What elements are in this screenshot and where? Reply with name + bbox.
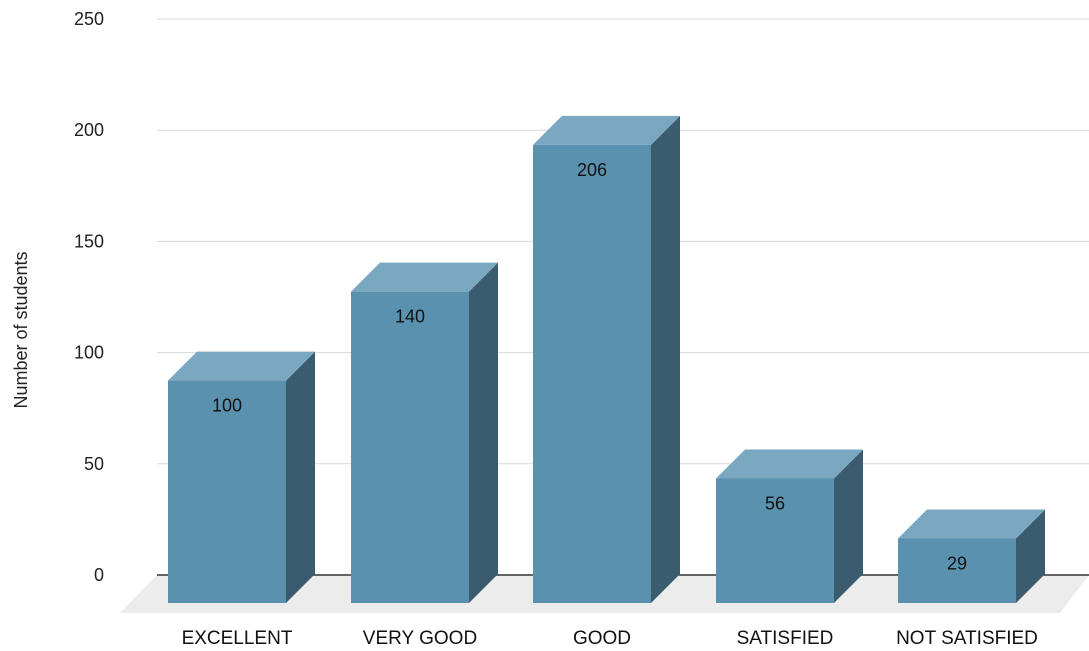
bar-top bbox=[533, 115, 680, 145]
x-tick-label: SATISFIED bbox=[737, 628, 834, 649]
data-label: 100 bbox=[212, 396, 242, 416]
bar-side bbox=[286, 351, 315, 603]
x-tick-label: VERY GOOD bbox=[363, 628, 477, 649]
data-label: 140 bbox=[395, 307, 425, 327]
data-label: 29 bbox=[947, 554, 967, 574]
bar: 100 bbox=[168, 351, 315, 603]
bar: 56 bbox=[716, 449, 863, 603]
bar: 29 bbox=[898, 509, 1045, 603]
bar-side bbox=[469, 262, 498, 603]
bar-side bbox=[1016, 509, 1045, 603]
bar-top bbox=[716, 449, 863, 479]
y-tick-label: 150 bbox=[74, 231, 104, 251]
y-tick-label: 0 bbox=[94, 565, 104, 585]
bar-side bbox=[834, 449, 863, 603]
bar-side bbox=[651, 115, 680, 603]
bar-front bbox=[351, 291, 469, 603]
bar: 140 bbox=[351, 262, 498, 603]
y-tick-label: 250 bbox=[74, 9, 104, 29]
y-tick-label: 100 bbox=[74, 343, 104, 363]
bar-top bbox=[898, 509, 1045, 539]
bar-front bbox=[533, 144, 651, 603]
bar: 206 bbox=[533, 115, 680, 603]
data-label: 56 bbox=[765, 493, 785, 513]
x-tick-label: GOOD bbox=[573, 628, 631, 649]
y-tick-label: 50 bbox=[84, 454, 104, 474]
x-tick-label: EXCELLENT bbox=[182, 628, 293, 649]
bar-front bbox=[716, 478, 834, 603]
y-tick-label: 200 bbox=[74, 120, 104, 140]
bar-front bbox=[168, 380, 286, 603]
y-axis-label: Number of students bbox=[11, 251, 31, 408]
bar-top bbox=[351, 262, 498, 292]
bar-front bbox=[898, 538, 1016, 603]
x-tick-label: NOT SATISFIED bbox=[896, 628, 1038, 649]
bar-top bbox=[168, 351, 315, 381]
data-label: 206 bbox=[577, 160, 607, 180]
